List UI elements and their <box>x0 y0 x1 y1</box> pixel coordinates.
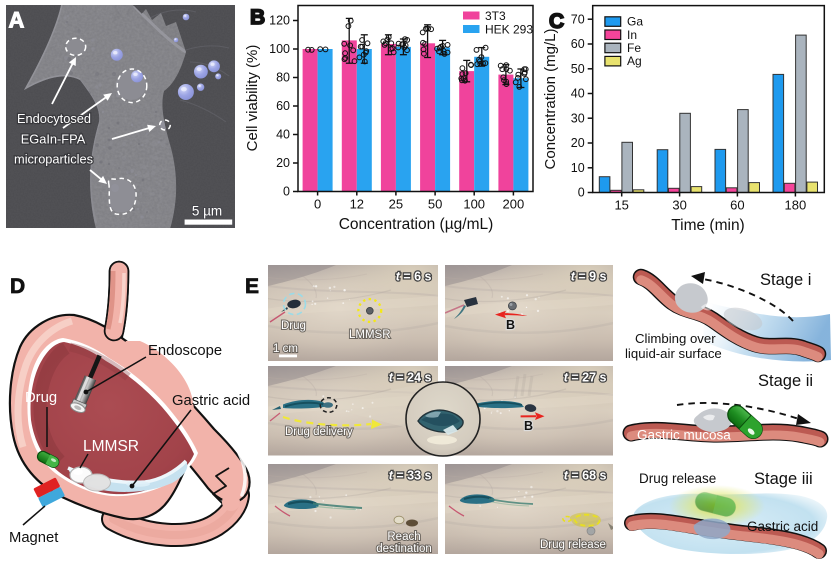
svg-text:B: B <box>250 6 265 29</box>
svg-text:80: 80 <box>276 71 290 85</box>
svg-text:D: D <box>10 275 25 298</box>
svg-text:microparticles: microparticles <box>14 152 93 167</box>
svg-text:Stage i: Stage i <box>760 271 811 289</box>
svg-text:60: 60 <box>276 99 290 113</box>
svg-text:LMMSR: LMMSR <box>349 329 391 341</box>
svg-text:180: 180 <box>785 198 807 213</box>
svg-text:Concentration (µg/mL): Concentration (µg/mL) <box>339 216 494 233</box>
svg-text:1 cm: 1 cm <box>273 343 298 355</box>
svg-text:In: In <box>627 28 637 42</box>
svg-text:50: 50 <box>428 197 442 212</box>
svg-text:Fe: Fe <box>627 41 641 55</box>
svg-text:liquid-air surface: liquid-air surface <box>625 346 722 361</box>
svg-text:12: 12 <box>350 197 364 212</box>
svg-text:t = 68 s: t = 68 s <box>563 469 606 483</box>
svg-text:Cell viability (%): Cell viability (%) <box>244 45 261 152</box>
svg-text:60: 60 <box>730 198 744 213</box>
svg-text:25: 25 <box>389 197 403 212</box>
svg-text:C: C <box>549 10 564 33</box>
svg-text:Drug: Drug <box>25 390 57 406</box>
svg-text:5 µm: 5 µm <box>192 204 222 219</box>
svg-text:200: 200 <box>503 197 525 212</box>
svg-text:0: 0 <box>283 185 290 199</box>
svg-text:Endocytosed: Endocytosed <box>17 111 91 126</box>
svg-text:Climbing over: Climbing over <box>635 331 716 346</box>
svg-text:Drug: Drug <box>281 320 306 332</box>
svg-text:Ga: Ga <box>627 15 643 29</box>
svg-text:30: 30 <box>672 198 686 213</box>
svg-text:B: B <box>506 318 515 332</box>
svg-text:t = 9 s: t = 9 s <box>570 269 606 283</box>
svg-text:Gastric mucosa: Gastric mucosa <box>637 428 731 443</box>
svg-text:20: 20 <box>276 156 290 170</box>
svg-text:40: 40 <box>571 87 585 101</box>
svg-text:Time (min): Time (min) <box>671 217 744 234</box>
svg-text:120: 120 <box>269 14 290 28</box>
svg-text:LMMSR: LMMSR <box>83 438 139 455</box>
svg-text:60: 60 <box>571 37 585 51</box>
svg-text:Gastric acid: Gastric acid <box>747 519 818 534</box>
svg-text:Drug release: Drug release <box>540 539 606 551</box>
svg-text:Endoscope: Endoscope <box>148 343 222 359</box>
svg-text:0: 0 <box>578 186 585 200</box>
svg-text:Gastric acid: Gastric acid <box>172 393 250 409</box>
svg-text:Ag: Ag <box>627 54 642 68</box>
svg-text:Drug release: Drug release <box>639 471 716 486</box>
svg-text:40: 40 <box>276 128 290 142</box>
svg-text:destination: destination <box>376 543 432 554</box>
svg-text:50: 50 <box>571 62 585 76</box>
svg-text:B: B <box>524 419 533 433</box>
svg-text:70: 70 <box>571 12 585 26</box>
svg-text:15: 15 <box>614 198 628 213</box>
svg-text:3T3: 3T3 <box>485 9 506 23</box>
svg-text:EGaIn-FPA: EGaIn-FPA <box>21 132 86 147</box>
svg-text:t = 27 s: t = 27 s <box>563 371 606 385</box>
svg-text:0: 0 <box>314 197 321 212</box>
svg-text:10: 10 <box>571 161 585 175</box>
svg-text:t = 24 s: t = 24 s <box>389 371 432 385</box>
svg-text:100: 100 <box>463 197 485 212</box>
svg-text:t = 33 s: t = 33 s <box>389 469 432 483</box>
svg-text:Concentration (mg/L): Concentration (mg/L) <box>542 29 559 170</box>
svg-text:Stage iii: Stage iii <box>754 470 813 488</box>
svg-text:Magnet: Magnet <box>9 530 58 546</box>
svg-text:HEK 293: HEK 293 <box>485 22 533 36</box>
svg-text:A: A <box>9 8 25 33</box>
svg-text:30: 30 <box>571 112 585 126</box>
svg-text:t = 6 s: t = 6 s <box>396 269 432 283</box>
svg-text:20: 20 <box>571 136 585 150</box>
svg-text:100: 100 <box>269 42 290 56</box>
svg-text:Reach: Reach <box>387 531 420 543</box>
svg-text:Stage ii: Stage ii <box>758 372 813 390</box>
svg-text:Drug delivery: Drug delivery <box>285 426 353 438</box>
